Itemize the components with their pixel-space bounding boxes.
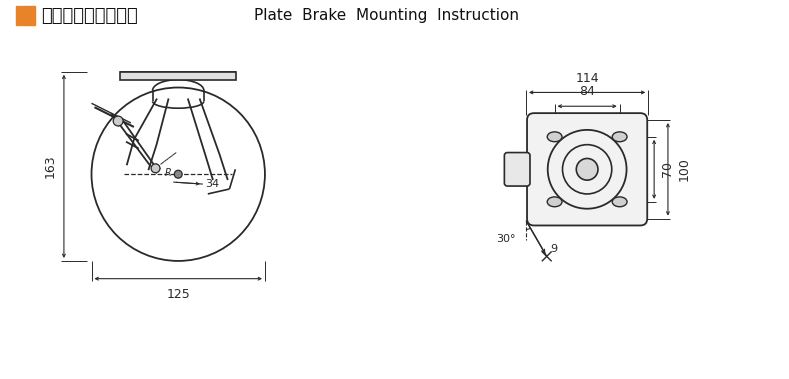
Ellipse shape [548,197,562,207]
Text: 34: 34 [205,179,219,189]
Text: 9: 9 [551,244,558,254]
Bar [120,72,237,80]
Ellipse shape [612,197,627,207]
Text: 125: 125 [166,288,190,301]
Circle shape [113,116,123,126]
Text: 100: 100 [678,157,691,181]
Circle shape [151,164,160,173]
Bar [16,6,36,25]
Text: 30°: 30° [496,234,516,244]
Ellipse shape [612,132,627,142]
Text: 平顶刹车安装尺寸图: 平顶刹车安装尺寸图 [41,6,138,25]
Circle shape [174,170,182,178]
Text: 163: 163 [43,155,57,178]
Text: R: R [165,168,171,178]
FancyBboxPatch shape [527,113,647,226]
Ellipse shape [548,132,562,142]
Text: Plate  Brake  Mounting  Instruction: Plate Brake Mounting Instruction [254,8,519,23]
Text: 84: 84 [579,85,595,99]
Circle shape [576,158,598,180]
Text: 114: 114 [575,72,599,85]
FancyBboxPatch shape [504,153,530,186]
Text: 70: 70 [661,161,674,177]
